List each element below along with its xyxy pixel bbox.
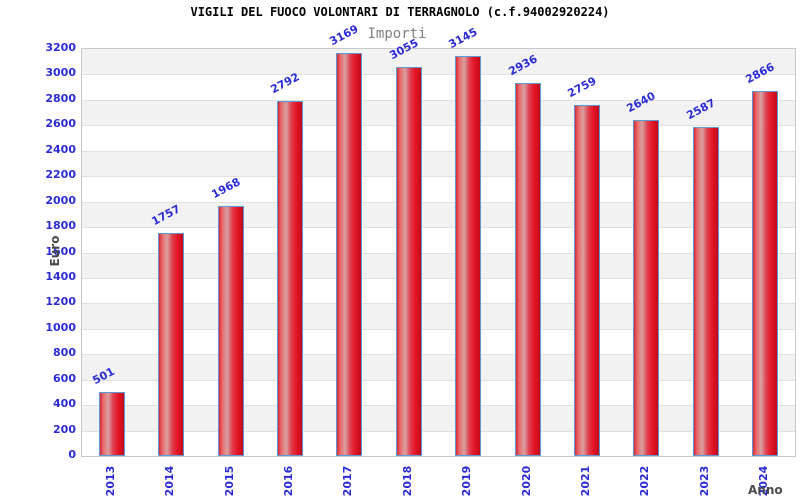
gridline — [82, 201, 795, 203]
bar-2023 — [692, 126, 719, 456]
bar-2017 — [336, 52, 363, 456]
y-tick-label: 2600 — [45, 117, 76, 131]
plot-band — [82, 201, 795, 228]
y-tick-label: 3200 — [45, 41, 76, 54]
plot-band — [82, 99, 795, 126]
bar-2016 — [276, 100, 303, 456]
plot-band — [82, 303, 795, 329]
x-tick-label: 2013 — [103, 465, 117, 497]
gridline — [82, 99, 795, 101]
y-tick-label: 2800 — [45, 91, 76, 105]
bar-2018 — [395, 67, 422, 456]
x-tick-label: 2023 — [697, 465, 711, 497]
bar-2013 — [98, 392, 125, 456]
x-tick-label: 2019 — [460, 465, 474, 497]
bar-2021 — [574, 105, 601, 456]
gridline — [82, 227, 795, 229]
y-axis-label: Euro — [48, 235, 62, 267]
bar-2020 — [514, 82, 541, 456]
y-tick-label: 200 — [53, 422, 76, 436]
gridline — [82, 379, 795, 381]
y-tick-label: 3000 — [45, 66, 76, 80]
gridline — [82, 176, 795, 178]
y-tick-label: 1400 — [45, 269, 76, 283]
bar-2014 — [158, 232, 185, 456]
plot-band — [82, 431, 795, 456]
bar-2022 — [633, 120, 660, 456]
plot-band — [82, 74, 795, 99]
x-tick-label: 2021 — [579, 465, 593, 497]
plot-band — [82, 329, 795, 354]
gridline — [82, 430, 795, 432]
chart-title: VIGILI DEL FUOCO VOLONTARI DI TERRAGNOLO… — [190, 5, 610, 19]
x-tick-label: 2022 — [638, 465, 652, 497]
y-tick-label: 800 — [53, 346, 76, 360]
bar-2019 — [455, 55, 482, 456]
y-tick-label: 600 — [53, 371, 76, 385]
y-tick-label: 2000 — [45, 193, 76, 207]
plot-band — [82, 49, 795, 75]
bar-2024 — [752, 91, 779, 456]
gridline — [82, 150, 795, 152]
plot-band — [82, 405, 795, 431]
x-tick-label: 2020 — [519, 465, 533, 497]
plot-band — [82, 354, 795, 380]
y-tick-label: 0 — [68, 448, 76, 461]
plot-band — [82, 227, 795, 252]
chart-subtitle: Importi — [367, 26, 427, 42]
gridline — [82, 405, 795, 407]
x-tick-label: 2016 — [281, 465, 295, 497]
x-tick-label: 2018 — [400, 465, 414, 497]
gridline — [82, 252, 795, 254]
y-tick-label: 2200 — [45, 168, 76, 182]
gridline — [82, 125, 795, 127]
y-tick-label: 2400 — [45, 142, 76, 156]
y-tick-label: 1800 — [45, 219, 76, 233]
y-tick-label: 1600 — [45, 244, 76, 258]
gridline — [82, 74, 795, 76]
gridline — [82, 354, 795, 356]
x-tick-label: 2017 — [341, 465, 355, 497]
y-tick-label: 1000 — [45, 320, 76, 334]
gridline — [82, 277, 795, 279]
gridline — [82, 303, 795, 305]
gridline — [82, 328, 795, 330]
x-tick-label: 2015 — [222, 465, 236, 497]
plot-band — [82, 176, 795, 201]
plot-band — [82, 150, 795, 177]
bar-2015 — [217, 205, 244, 456]
plot-band — [82, 125, 795, 150]
y-tick-label: 400 — [53, 397, 76, 411]
plot-band — [82, 252, 795, 278]
plot-band — [82, 380, 795, 405]
y-tick-label: 1200 — [45, 295, 76, 309]
plot-band — [82, 278, 795, 303]
x-tick-label: 2014 — [163, 465, 177, 497]
plot-area: 501 1757 1968 2792 3169 3055 3145 2936 2759 2640 2… — [81, 22, 796, 457]
x-axis-label: Anno — [748, 483, 783, 497]
